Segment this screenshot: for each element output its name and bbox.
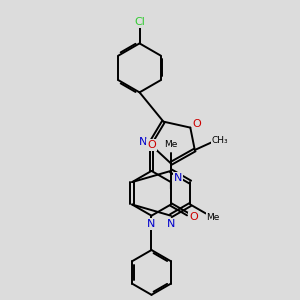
Text: N: N: [139, 136, 148, 147]
Text: CH₃: CH₃: [211, 136, 228, 145]
Text: O: O: [189, 212, 198, 223]
Text: O: O: [193, 119, 201, 129]
Text: N: N: [147, 219, 156, 229]
Text: O: O: [147, 140, 156, 150]
Text: Cl: Cl: [134, 17, 145, 27]
Text: Me: Me: [206, 213, 220, 222]
Text: N: N: [174, 173, 182, 183]
Text: Me: Me: [164, 140, 178, 149]
Text: N: N: [167, 219, 175, 229]
